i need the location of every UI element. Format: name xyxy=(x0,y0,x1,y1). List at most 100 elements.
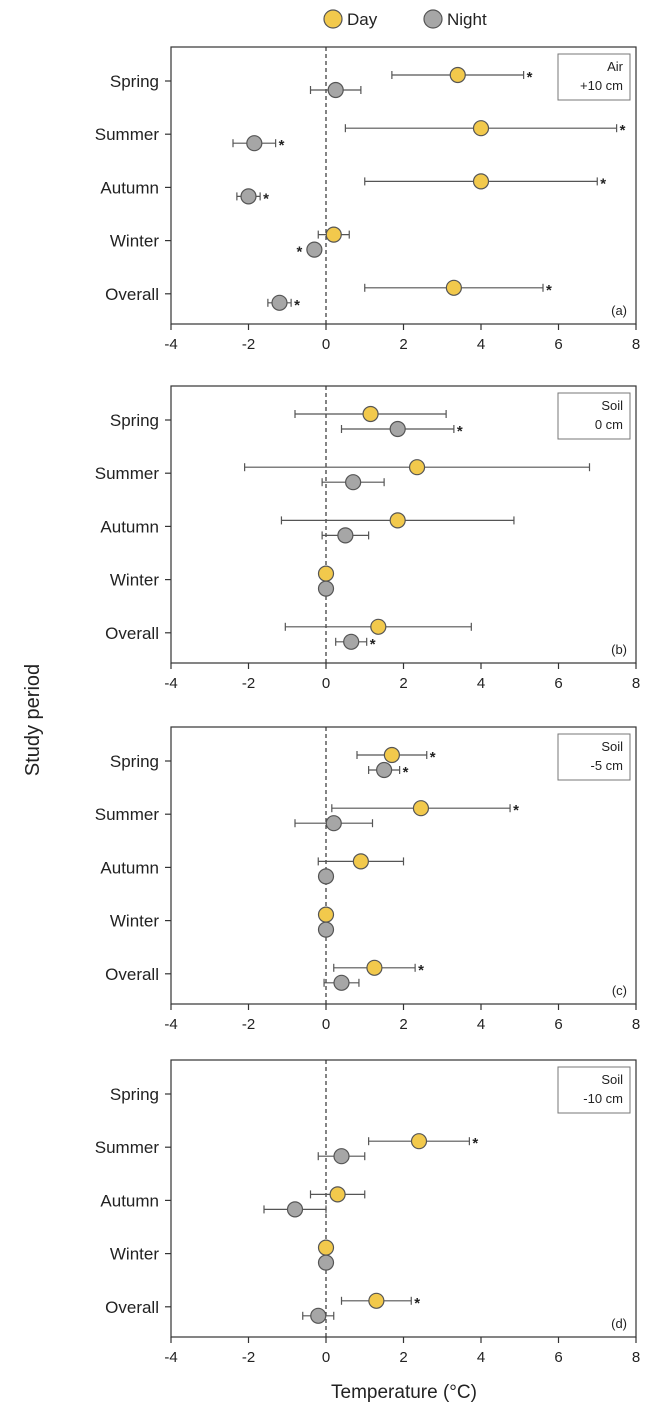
legend-day-marker xyxy=(323,9,343,29)
significance-star: * xyxy=(414,1295,420,1312)
day-point xyxy=(408,459,426,476)
day-point xyxy=(317,1239,335,1256)
day-point xyxy=(383,746,400,764)
x-tick-label: -4 xyxy=(164,336,177,353)
x-tick-label: 4 xyxy=(477,1016,485,1033)
layer-label-text: Air xyxy=(607,59,624,74)
significance-star: * xyxy=(472,1135,478,1152)
y-tick-label: Autumn xyxy=(100,858,159,877)
significance-star: * xyxy=(430,749,436,766)
y-tick-label: Overall xyxy=(105,624,159,643)
significance-star: * xyxy=(600,175,606,192)
y-tick-label: Winter xyxy=(110,571,159,590)
x-tick-label: 0 xyxy=(322,1349,330,1366)
panel-b: -4 -2 0 2 4 6 8 Spring Summer Autumn Winter Overall… xyxy=(95,385,640,692)
panels: -4 -2 0 2 4 6 8 Spring Summer Autumn Winter Overall… xyxy=(95,46,640,1366)
night-point xyxy=(317,1254,335,1271)
significance-star: * xyxy=(546,282,552,299)
night-point xyxy=(343,633,360,650)
y-axis-title: Study period xyxy=(22,664,44,776)
layer-label-text: 0 cm xyxy=(595,417,623,432)
day-point xyxy=(317,565,335,582)
y-tick-label: Winter xyxy=(110,1245,159,1264)
day-point xyxy=(329,1186,346,1203)
x-tick-label: -4 xyxy=(164,1349,177,1366)
x-tick-label: 6 xyxy=(554,1016,562,1033)
y-tick-label: Summer xyxy=(95,805,160,824)
night-point xyxy=(327,81,344,99)
panel-label: (a) xyxy=(611,303,627,318)
panel-c: -4 -2 0 2 4 6 8 Spring Summer Autumn Winter Overall… xyxy=(95,726,640,1033)
legend-night-label: Night xyxy=(447,10,487,29)
y-tick-label: Summer xyxy=(95,1138,160,1157)
y-tick-label: Summer xyxy=(95,464,160,483)
day-point xyxy=(366,959,383,976)
night-point xyxy=(271,294,288,311)
layer-label-text: -5 cm xyxy=(591,758,624,773)
panel-d: -4 -2 0 2 4 6 8 Spring Summer Autumn Winter Overall… xyxy=(95,1059,640,1366)
night-point xyxy=(286,1201,304,1218)
night-point xyxy=(317,580,335,597)
day-point xyxy=(352,853,369,870)
layer-label-text: +10 cm xyxy=(580,78,623,93)
x-tick-label: 4 xyxy=(477,336,485,353)
x-tick-label: -4 xyxy=(164,1016,177,1033)
legend-day-label: Day xyxy=(347,10,378,29)
day-point xyxy=(472,173,490,190)
day-point xyxy=(389,512,406,529)
y-tick-label: Autumn xyxy=(100,1191,159,1210)
x-tick-label: 8 xyxy=(632,1349,640,1366)
x-tick-label: 2 xyxy=(399,675,407,692)
y-tick-label: Spring xyxy=(110,411,159,430)
night-point xyxy=(376,761,393,779)
legend: Day Night xyxy=(323,9,487,29)
x-tick-label: 8 xyxy=(632,1016,640,1033)
y-tick-label: Overall xyxy=(105,1298,159,1317)
layer-label-box xyxy=(557,733,631,781)
significance-star: * xyxy=(620,122,626,139)
night-point xyxy=(337,527,354,544)
x-tick-label: 0 xyxy=(322,336,330,353)
significance-star: * xyxy=(370,636,376,653)
layer-label-text: -10 cm xyxy=(583,1091,623,1106)
y-tick-label: Spring xyxy=(110,1085,159,1104)
x-tick-label: 0 xyxy=(322,675,330,692)
night-point xyxy=(317,921,335,938)
significance-star: * xyxy=(297,244,303,261)
night-point xyxy=(333,1148,350,1165)
significance-star: * xyxy=(263,190,269,207)
y-tick-label: Winter xyxy=(110,912,159,931)
layer-label-box xyxy=(557,53,631,101)
panel-label: (c) xyxy=(612,983,627,998)
x-tick-label: 8 xyxy=(632,675,640,692)
x-tick-label: -2 xyxy=(242,336,255,353)
night-point xyxy=(317,868,335,885)
day-point xyxy=(325,226,342,243)
x-tick-label: -2 xyxy=(242,1016,255,1033)
day-point xyxy=(368,1292,385,1309)
panel-label: (d) xyxy=(611,1316,627,1331)
y-tick-label: Overall xyxy=(105,285,159,304)
y-tick-label: Summer xyxy=(95,125,160,144)
x-tick-label: 6 xyxy=(554,336,562,353)
x-axis-title: Temperature (°C) xyxy=(331,1382,477,1403)
significance-star: * xyxy=(294,297,300,314)
night-point xyxy=(310,1307,327,1324)
night-point xyxy=(345,474,362,491)
day-point xyxy=(445,279,462,296)
x-tick-label: -2 xyxy=(242,1349,255,1366)
x-tick-label: 4 xyxy=(477,675,485,692)
night-point xyxy=(325,815,342,832)
panel-label: (b) xyxy=(611,642,627,657)
day-point xyxy=(472,120,490,137)
x-tick-label: 0 xyxy=(322,1016,330,1033)
y-tick-label: Spring xyxy=(110,72,159,91)
significance-star: * xyxy=(403,764,409,781)
night-point xyxy=(389,420,406,438)
layer-label-box xyxy=(557,1066,631,1114)
panel-a: -4 -2 0 2 4 6 8 Spring Summer Autumn Winter Overall… xyxy=(95,46,640,353)
day-point xyxy=(370,618,387,635)
night-point xyxy=(246,135,263,152)
significance-star: * xyxy=(457,423,463,440)
